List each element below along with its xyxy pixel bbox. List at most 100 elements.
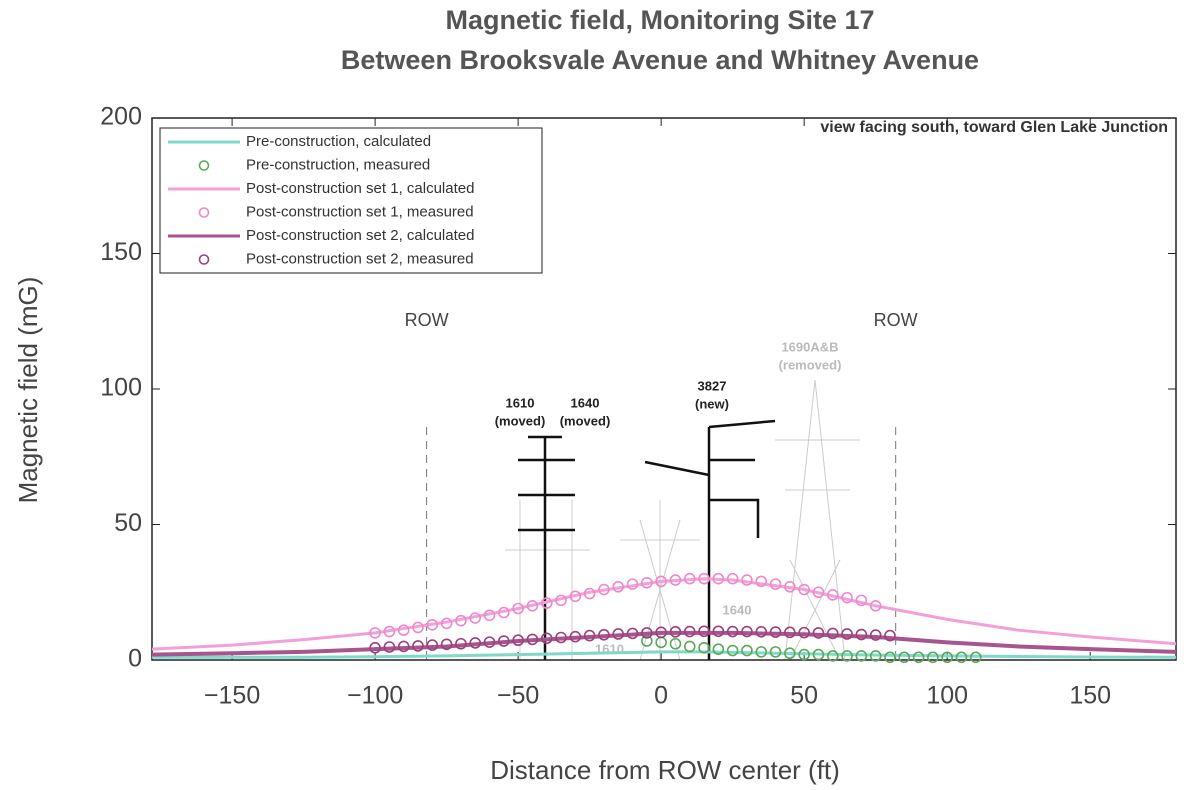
marker	[826, 627, 839, 640]
legend-box	[159, 127, 543, 274]
x-tick-label: 50	[790, 682, 818, 710]
legend-marker	[198, 207, 210, 218]
pole-label: (moved)	[560, 413, 611, 428]
marker	[755, 575, 768, 588]
marker	[798, 626, 810, 639]
marker	[941, 651, 953, 664]
marker	[455, 614, 467, 627]
marker	[626, 578, 639, 590]
marker	[669, 574, 682, 586]
marker	[726, 644, 739, 657]
marker	[612, 581, 625, 593]
marker	[698, 572, 710, 585]
legend-label: Post-construction set 2, calculated	[246, 227, 474, 244]
y-tick-label: 0	[128, 645, 142, 673]
marker	[641, 635, 653, 647]
marker	[841, 591, 853, 604]
marker	[569, 630, 582, 643]
legend-label: Post-construction set 1, measured	[246, 203, 474, 220]
chart-subtitle: Between Brooksvale Avenue and Whitney Av…	[341, 45, 979, 75]
marker	[884, 651, 896, 664]
marker	[755, 646, 768, 658]
marker	[397, 640, 410, 653]
marker	[855, 628, 868, 641]
marker	[383, 625, 396, 638]
pole-label: 1640	[571, 395, 600, 410]
marker	[826, 589, 839, 601]
marker	[712, 625, 725, 638]
marker	[626, 627, 639, 640]
marker	[869, 599, 882, 612]
legend-marker	[198, 160, 210, 171]
marker	[569, 590, 582, 603]
marker	[555, 594, 567, 607]
legend-label: Pre-construction, calculated	[246, 133, 431, 150]
row-label: ROW	[405, 310, 449, 330]
marker	[884, 629, 896, 642]
marker	[698, 625, 710, 638]
marker	[869, 650, 882, 662]
marker	[769, 578, 782, 590]
marker	[812, 648, 825, 661]
marker	[426, 618, 439, 631]
marker	[698, 642, 710, 654]
marker	[784, 581, 796, 593]
legend-label: Pre-construction, measured	[246, 156, 430, 173]
marker	[855, 594, 868, 607]
marker	[540, 597, 553, 609]
new-poles: 1610 (moved) 1640 (moved) 3827 (new)	[495, 378, 776, 660]
marker	[598, 628, 610, 641]
pole-label: (removed)	[779, 357, 842, 372]
marker	[798, 583, 810, 596]
series-line	[152, 650, 1177, 659]
marker	[712, 643, 725, 655]
marker	[440, 638, 453, 651]
marker	[526, 633, 539, 646]
view-note: view facing south, toward Glen Lake Junc…	[820, 119, 1168, 136]
pole-label: (new)	[695, 396, 729, 411]
marker	[641, 627, 653, 639]
x-tick-label: −150	[204, 682, 260, 710]
marker	[826, 650, 839, 662]
marker	[655, 636, 667, 649]
x-axis-label: Distance from ROW center (ft)	[490, 755, 840, 785]
marker	[469, 612, 482, 624]
marker	[641, 576, 653, 589]
pole-label: 1610	[506, 395, 535, 410]
old-towers	[505, 379, 860, 661]
marker	[784, 647, 796, 660]
marker	[683, 640, 696, 653]
marker	[483, 609, 496, 622]
marker	[369, 627, 381, 639]
series-line	[151, 630, 1177, 657]
marker	[969, 651, 982, 664]
marker	[669, 626, 682, 638]
marker	[440, 617, 453, 630]
marker	[769, 626, 782, 638]
marker	[726, 625, 739, 638]
marker	[655, 575, 667, 588]
marker	[927, 651, 939, 664]
marker	[583, 629, 596, 642]
marker	[383, 641, 396, 653]
x-tick-label: −100	[347, 682, 403, 710]
marker	[769, 646, 782, 658]
pole-label: 3827	[698, 378, 727, 393]
x-tick-label: −50	[497, 682, 539, 710]
row-label: ROW	[874, 310, 918, 330]
marker	[898, 651, 911, 664]
marker	[869, 629, 882, 641]
marker	[812, 627, 825, 639]
marker	[555, 631, 567, 644]
legend-label: Post-construction set 1, calculated	[246, 180, 474, 197]
marker	[812, 586, 825, 599]
marker	[498, 635, 510, 647]
marker	[412, 621, 424, 634]
pole-label: 1640	[723, 602, 752, 617]
marker	[669, 637, 682, 650]
marker	[526, 599, 539, 612]
marker	[512, 602, 524, 615]
marker	[726, 572, 739, 585]
marker	[598, 583, 610, 596]
